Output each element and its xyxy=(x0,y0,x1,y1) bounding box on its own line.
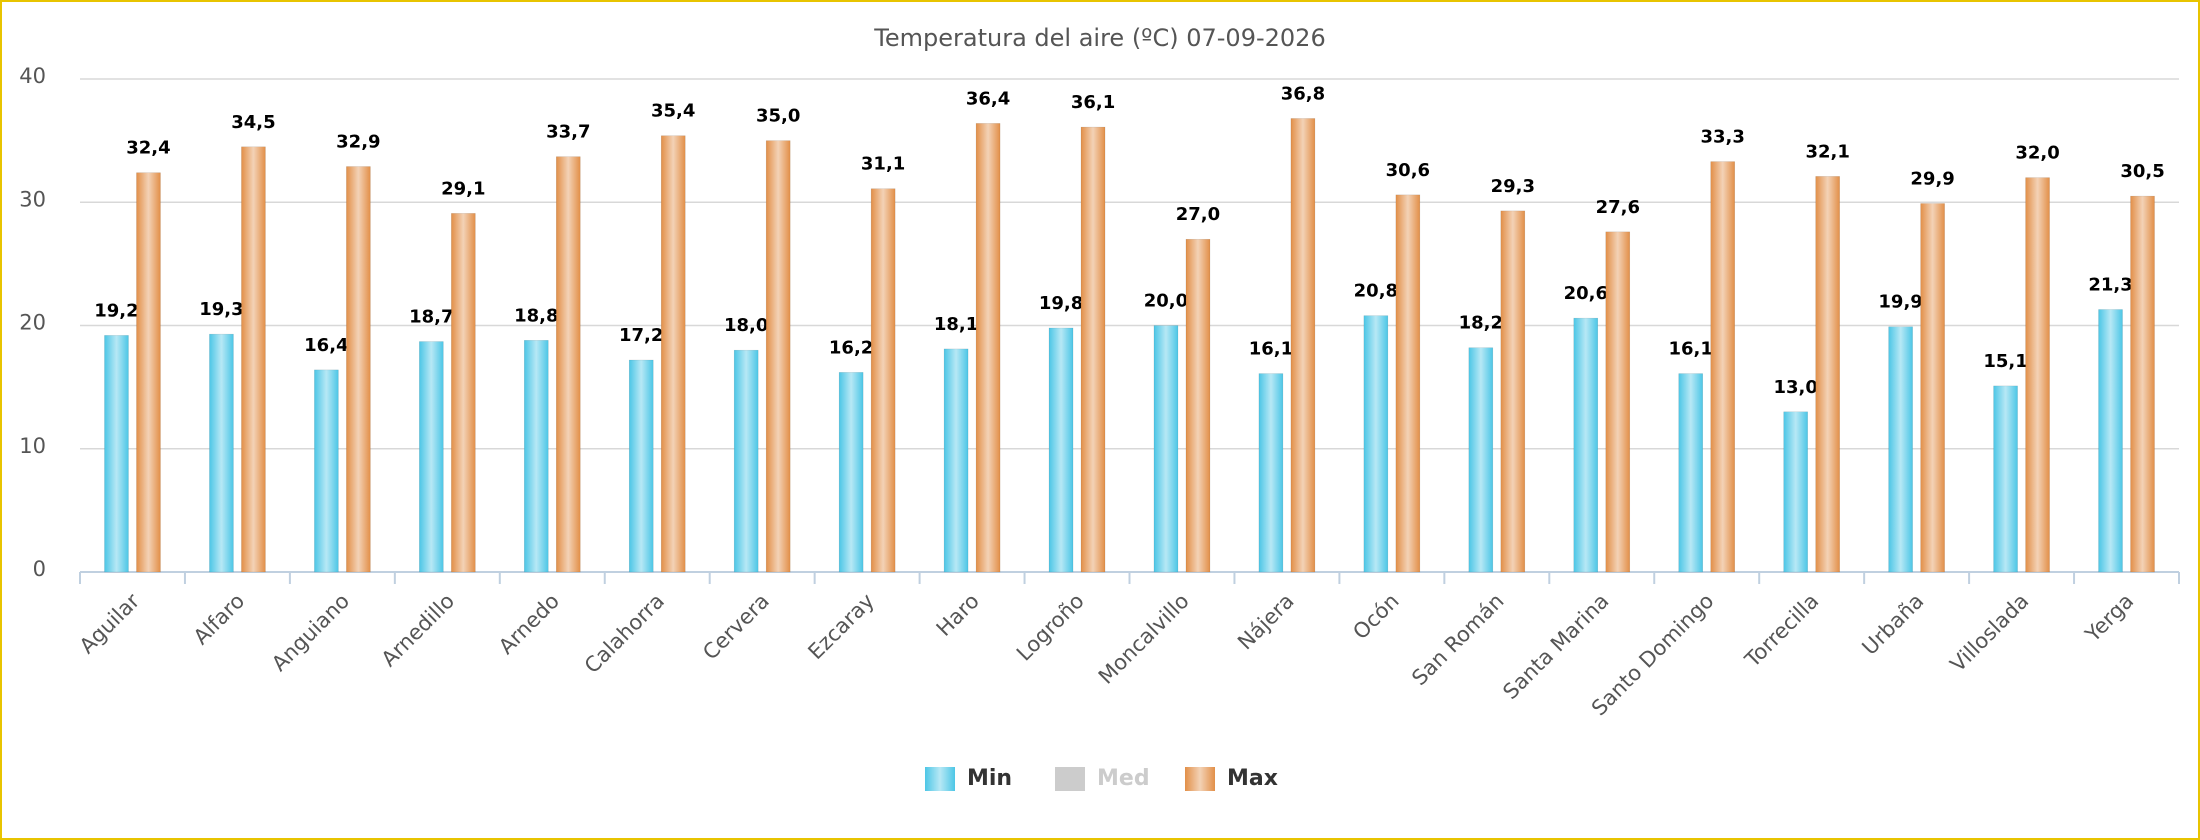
data-label: 29,3 xyxy=(1491,176,1535,197)
data-label: 20,0 xyxy=(1144,291,1188,312)
bar xyxy=(1993,385,2018,573)
data-label: 20,8 xyxy=(1354,281,1398,302)
data-label: 16,2 xyxy=(829,337,873,358)
bar xyxy=(1500,210,1526,573)
legend-item[interactable]: Min xyxy=(925,766,1012,791)
data-label: 18,0 xyxy=(724,315,768,336)
data-label: 29,1 xyxy=(441,178,485,199)
legend-swatch xyxy=(925,767,955,791)
data-label: 32,9 xyxy=(336,132,380,153)
bar xyxy=(1185,238,1211,573)
data-label: 30,5 xyxy=(2120,161,2164,182)
data-label: 30,6 xyxy=(1386,160,1430,181)
bar xyxy=(1363,315,1389,573)
y-tick-label: 40 xyxy=(19,64,46,88)
bar xyxy=(451,213,476,573)
legend-label: Max xyxy=(1227,766,1278,791)
data-label: 16,1 xyxy=(1669,339,1713,360)
bar xyxy=(1573,317,1599,573)
bar xyxy=(346,166,371,573)
data-label: 36,4 xyxy=(966,88,1010,109)
data-label: 16,1 xyxy=(1249,339,1293,360)
bar xyxy=(104,335,129,573)
bar xyxy=(1153,325,1179,573)
bar xyxy=(1920,203,1945,573)
bar xyxy=(1605,231,1631,573)
data-label: 35,4 xyxy=(651,101,695,122)
data-label: 19,9 xyxy=(1878,292,1922,313)
bar xyxy=(136,172,161,573)
y-tick-label: 20 xyxy=(19,311,46,335)
data-label: 19,2 xyxy=(94,300,138,321)
legend-label: Min xyxy=(967,766,1012,791)
bar xyxy=(524,340,549,573)
bar xyxy=(1783,411,1808,573)
legend-label: Med xyxy=(1097,766,1150,791)
data-label: 18,8 xyxy=(514,305,558,326)
y-tick-label: 10 xyxy=(19,434,46,458)
bar xyxy=(209,333,234,573)
bar xyxy=(2130,195,2155,573)
bar xyxy=(1395,194,1421,573)
bar xyxy=(1468,347,1494,573)
bar xyxy=(1048,327,1074,573)
data-label: 19,3 xyxy=(199,299,243,320)
bar xyxy=(975,123,1001,573)
data-label: 18,7 xyxy=(409,307,453,328)
data-label: 31,1 xyxy=(861,154,905,175)
bar xyxy=(556,156,581,573)
data-label: 32,1 xyxy=(1805,141,1849,162)
data-label: 34,5 xyxy=(231,112,275,133)
data-label: 13,0 xyxy=(1773,377,1817,398)
data-label: 27,0 xyxy=(1176,204,1220,225)
y-tick-label: 30 xyxy=(19,187,46,211)
data-label: 32,0 xyxy=(2015,143,2059,164)
data-label: 33,3 xyxy=(1701,127,1745,148)
bar xyxy=(1678,373,1703,573)
data-label: 27,6 xyxy=(1596,197,1640,218)
legend-item[interactable]: Max xyxy=(1185,766,1278,791)
data-label: 18,2 xyxy=(1459,313,1503,334)
data-label: 18,1 xyxy=(934,314,978,335)
bar xyxy=(314,369,339,573)
chart-title: Temperatura del aire (ºC) 07-09-2026 xyxy=(873,24,1325,52)
legend-swatch xyxy=(1185,767,1215,791)
bar xyxy=(2098,309,2123,573)
data-label: 21,3 xyxy=(2088,274,2132,295)
data-label: 36,8 xyxy=(1281,83,1325,104)
bar xyxy=(628,359,654,573)
bar xyxy=(765,140,791,573)
bar xyxy=(1258,373,1284,573)
bar xyxy=(838,372,864,573)
data-label: 29,9 xyxy=(1910,168,1954,189)
bar xyxy=(419,341,444,573)
data-label: 19,8 xyxy=(1039,293,1083,314)
data-label: 20,6 xyxy=(1564,283,1608,304)
bar xyxy=(733,349,759,573)
data-label: 33,7 xyxy=(546,122,590,143)
bar xyxy=(241,146,266,573)
bar xyxy=(1710,161,1735,573)
data-label: 36,1 xyxy=(1071,92,1115,113)
data-label: 17,2 xyxy=(619,325,663,346)
bar xyxy=(2025,177,2050,573)
data-label: 32,4 xyxy=(126,138,170,159)
bar xyxy=(870,188,896,573)
bar xyxy=(1815,176,1840,573)
bar xyxy=(943,348,969,573)
bar xyxy=(1290,118,1316,573)
data-label: 35,0 xyxy=(756,106,800,127)
y-tick-label: 0 xyxy=(33,557,46,581)
data-label: 15,1 xyxy=(1983,351,2027,372)
data-label: 16,4 xyxy=(304,335,348,356)
legend-item[interactable]: Med xyxy=(1055,766,1150,791)
bar xyxy=(1080,126,1106,573)
legend-swatch xyxy=(1055,767,1085,791)
bar xyxy=(660,135,686,573)
bar xyxy=(1888,326,1913,573)
